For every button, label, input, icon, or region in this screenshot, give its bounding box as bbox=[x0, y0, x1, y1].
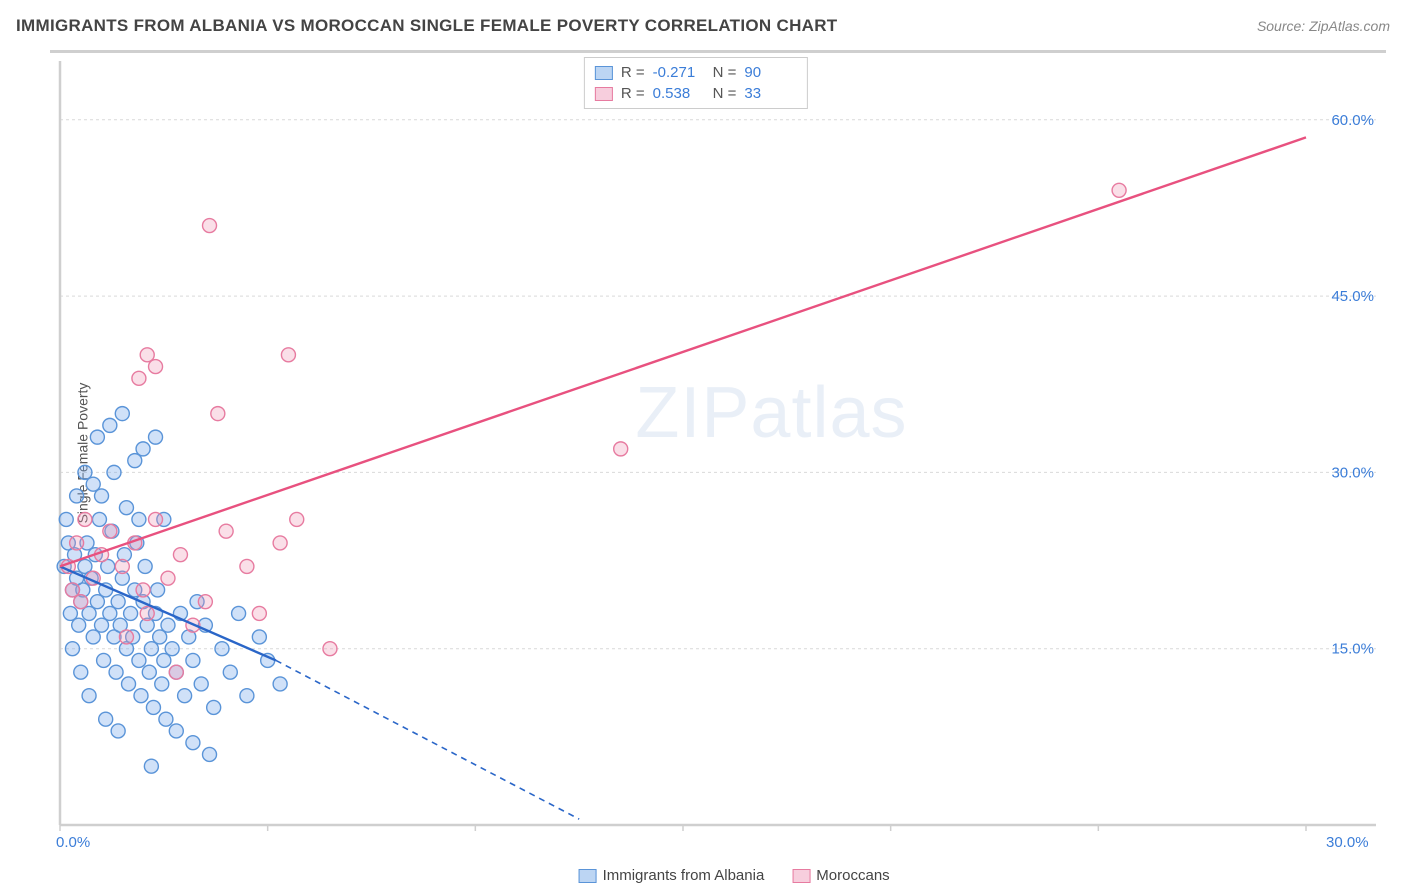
page-title: IMMIGRANTS FROM ALBANIA VS MOROCCAN SING… bbox=[16, 16, 838, 36]
chart-area: Single Female Poverty ZIPatlas 15.0%30.0… bbox=[50, 50, 1386, 852]
stat-r-albania: -0.271 bbox=[653, 62, 705, 83]
source-attribution: Source: ZipAtlas.com bbox=[1257, 18, 1390, 34]
stat-r-moroccans: 0.538 bbox=[653, 83, 705, 104]
swatch-moroccans bbox=[595, 87, 613, 101]
svg-text:60.0%: 60.0% bbox=[1331, 112, 1374, 129]
x-tick-min: 0.0% bbox=[56, 834, 90, 851]
svg-text:45.0%: 45.0% bbox=[1331, 288, 1374, 305]
swatch-albania bbox=[595, 66, 613, 80]
stat-r-label: R = bbox=[621, 62, 645, 83]
stat-n-moroccans: 33 bbox=[744, 83, 796, 104]
stat-n-albania: 90 bbox=[744, 62, 796, 83]
stat-n-label: N = bbox=[713, 83, 737, 104]
stat-n-label: N = bbox=[713, 62, 737, 83]
legend-label-albania: Immigrants from Albania bbox=[603, 867, 765, 884]
scatter-plot: 15.0% 30.0% 45.0% 60.0% bbox=[50, 53, 1386, 855]
legend-bottom: Immigrants from Albania Moroccans bbox=[579, 867, 890, 884]
header-bar: IMMIGRANTS FROM ALBANIA VS MOROCCAN SING… bbox=[16, 16, 1390, 36]
stat-r-label: R = bbox=[621, 83, 645, 104]
x-tick-max: 30.0% bbox=[1326, 834, 1369, 851]
stats-row-albania: R = -0.271 N = 90 bbox=[595, 62, 797, 83]
legend-label-moroccans: Moroccans bbox=[816, 867, 889, 884]
legend-item-albania: Immigrants from Albania bbox=[579, 867, 765, 884]
stats-legend-box: R = -0.271 N = 90 R = 0.538 N = 33 bbox=[584, 57, 808, 109]
legend-item-moroccans: Moroccans bbox=[792, 867, 889, 884]
legend-swatch-moroccans bbox=[792, 869, 810, 883]
svg-text:15.0%: 15.0% bbox=[1331, 641, 1374, 658]
svg-text:30.0%: 30.0% bbox=[1331, 464, 1374, 481]
legend-swatch-albania bbox=[579, 869, 597, 883]
stats-row-moroccans: R = 0.538 N = 33 bbox=[595, 83, 797, 104]
